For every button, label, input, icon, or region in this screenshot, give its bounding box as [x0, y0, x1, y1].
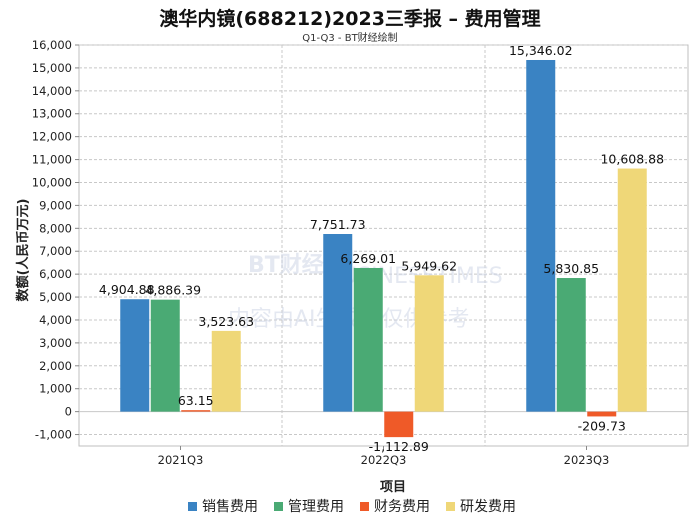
legend-swatch [188, 502, 197, 511]
y-tick-label: 13,000 [32, 107, 72, 121]
chart-title: 澳华内镜(688212)2023三季报 – 费用管理 [159, 8, 541, 30]
data-label: 5,830.85 [543, 261, 599, 276]
bar-layer [120, 59, 647, 438]
legend-label: 销售费用 [202, 499, 258, 515]
bar [211, 330, 241, 412]
bar [353, 267, 383, 412]
data-label: 4,904.88 [99, 282, 155, 297]
bar [384, 411, 414, 438]
data-label: 3,523.63 [198, 314, 254, 329]
y-axis-title: 数额(人民币万元) [15, 199, 31, 302]
data-label: -209.73 [578, 418, 626, 433]
bar [587, 411, 617, 417]
data-label: -1,112.89 [369, 439, 429, 454]
y-tick-label: 2,000 [39, 359, 72, 373]
legend-swatch [446, 502, 455, 511]
y-tick-label: -1,000 [35, 428, 72, 442]
y-tick-label: 0 [65, 405, 72, 419]
data-label: 5,949.62 [401, 258, 457, 273]
y-tick-label: 6,000 [39, 267, 72, 281]
bar [617, 168, 647, 412]
bar [120, 299, 150, 412]
bar [414, 275, 444, 412]
data-label: 6,269.01 [340, 251, 396, 266]
y-tick-label: 4,000 [39, 313, 72, 327]
y-tick-label: 14,000 [32, 84, 72, 98]
y-tick-label: 10,000 [32, 175, 72, 189]
legend-label: 研发费用 [460, 499, 516, 515]
x-tick-label: 2023Q3 [564, 453, 610, 467]
y-tick-label: 7,000 [39, 244, 72, 258]
data-label: 7,751.73 [310, 217, 366, 232]
data-label: 63.15 [178, 393, 214, 408]
data-label: 10,608.88 [600, 152, 664, 167]
bar [556, 278, 586, 412]
chart-subtitle: Q1-Q3 - BT财经绘制 [302, 33, 398, 44]
x-axis-title: 项目 [380, 480, 406, 495]
data-label: 4,886.39 [145, 283, 201, 298]
y-tick-label: 5,000 [39, 290, 72, 304]
y-tick-label: 12,000 [32, 130, 72, 144]
grid-layer [78, 44, 689, 447]
bar [323, 234, 353, 412]
watermark-logo: BT财经 [248, 252, 324, 278]
y-tick-label: 16,000 [32, 38, 72, 52]
bar [526, 59, 556, 412]
label-layer: 4,904.884,886.39 63.15 3,523.63 7,751.73 6,2… [99, 43, 664, 454]
bar [181, 410, 211, 412]
bar [150, 299, 180, 412]
y-tick-label: 1,000 [39, 382, 72, 396]
axis-layer: -1,000 0 1,000 2,000 3,000 4,000 5,000 6,000 7,0… [32, 38, 610, 467]
y-tick-label: 3,000 [39, 336, 72, 350]
legend-label: 财务费用 [374, 499, 430, 515]
legend-swatch [360, 502, 369, 511]
y-tick-label: 8,000 [39, 221, 72, 235]
y-tick-label: 15,000 [32, 61, 72, 75]
data-label: 15,346.02 [509, 43, 573, 58]
legend-label: 管理费用 [288, 499, 344, 515]
legend-swatch [274, 502, 283, 511]
x-tick-label: 2022Q3 [361, 453, 407, 467]
legend: 销售费用 管理费用 财务费用 研发费用 [188, 499, 516, 515]
plot-area [78, 44, 689, 447]
y-tick-label: 11,000 [32, 153, 72, 167]
x-tick-label: 2021Q3 [158, 453, 204, 467]
y-tick-label: 9,000 [39, 198, 72, 212]
